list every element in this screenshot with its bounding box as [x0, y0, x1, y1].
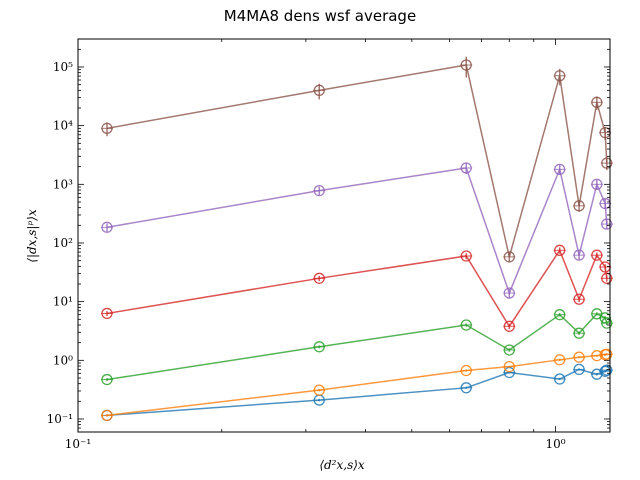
series-1-point — [554, 373, 566, 385]
series-3-point — [573, 327, 585, 339]
series-3-point — [101, 373, 113, 386]
series-4 — [100, 244, 613, 332]
axis-ticks: 10⁻¹ 10⁰ 10⁻¹ 10⁰ 10¹ 10² 10³ 10⁴ 10⁵ — [47, 38, 610, 451]
series-1-point — [601, 364, 613, 376]
chart-title: M4MA8 dens wsf average — [224, 7, 416, 25]
series-4-point — [601, 272, 613, 284]
series-3-point — [460, 319, 472, 331]
series-2-point — [313, 384, 325, 396]
series-5-point — [573, 249, 585, 261]
y-tick-label: 10⁵ — [53, 60, 73, 74]
series-6-point — [101, 122, 113, 134]
series-4-point — [591, 249, 603, 261]
series-2-point — [573, 351, 585, 363]
plot-area — [100, 56, 613, 422]
series-5-point — [313, 185, 325, 197]
series-2-point — [554, 354, 566, 366]
series-3 — [100, 308, 613, 386]
series-2-point — [601, 348, 613, 360]
series-5-point — [601, 218, 613, 230]
series-5 — [100, 162, 613, 299]
series-6-point — [503, 251, 515, 263]
series-5-point — [503, 287, 515, 299]
series-2 — [100, 348, 613, 422]
series-5-point — [460, 162, 472, 174]
series-1-point — [460, 382, 472, 394]
y-tick-label: 10¹ — [53, 295, 73, 309]
series-3-point — [601, 317, 613, 329]
series-6-point — [460, 59, 472, 71]
series-6-point — [313, 84, 325, 96]
series-5-point — [101, 221, 113, 233]
x-tick-label: 10⁰ — [546, 437, 566, 451]
series-1-point — [573, 363, 585, 376]
series-6-point — [554, 70, 566, 82]
series-6-point — [601, 157, 613, 169]
y-tick-label: 10⁴ — [53, 119, 73, 133]
series-4-point — [554, 244, 566, 256]
series-6-point — [591, 96, 603, 108]
series-6 — [100, 56, 613, 263]
series-5-point — [554, 163, 566, 175]
y-tick-label: 10³ — [53, 177, 73, 191]
y-tick-label: 10⁰ — [53, 353, 73, 367]
series-4-point — [503, 320, 515, 332]
series-4-point — [313, 272, 325, 284]
series-6-point — [573, 200, 585, 212]
series-4-point — [573, 293, 585, 305]
axes-frame — [77, 38, 611, 433]
series-2-point — [101, 409, 113, 422]
series-2-point — [503, 360, 515, 373]
y-tick-label: 10² — [53, 236, 73, 250]
series-4-point — [460, 250, 472, 262]
series-4-point — [101, 307, 113, 320]
series-5-point — [591, 178, 603, 190]
series-2-point — [460, 364, 472, 377]
y-axis-label: ⟨|dx,s|ᵖ⟩x — [25, 209, 39, 263]
x-tick-label: 10⁻¹ — [65, 437, 91, 451]
series-3-point — [503, 344, 515, 356]
x-axis-label: ⟨d²x,s⟩x — [319, 458, 365, 472]
y-tick-label: 10⁻¹ — [47, 412, 73, 426]
series-3-point — [554, 309, 566, 321]
series-3-point — [313, 341, 325, 353]
